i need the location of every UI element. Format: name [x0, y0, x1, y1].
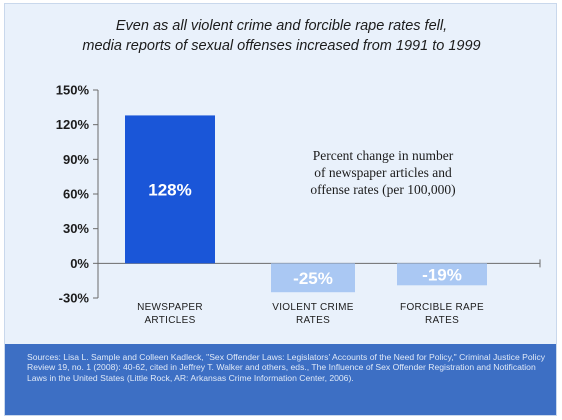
annotation-line: of newspaper articles and	[314, 165, 452, 180]
annotation-line: offense rates (per 100,000)	[310, 182, 455, 197]
bars: 128% -25% -19%	[125, 115, 487, 293]
x-category-label: FORCIBLE RAPE	[400, 302, 484, 313]
x-category-label: RATES	[425, 315, 459, 326]
y-tick-label: -30%	[59, 291, 90, 306]
x-category-label: ARTICLES	[144, 315, 195, 326]
bar-value-label: -25%	[293, 269, 333, 288]
x-axis-labels: NEWSPAPER ARTICLES VIOLENT CRIME RATES FORCI…	[137, 302, 484, 326]
infographic-panel: Even as all violent crime and forcible r…	[4, 3, 557, 416]
bar	[271, 263, 355, 293]
sources-note: Sources: Lisa L. Sample and Colleen Kadl…	[5, 344, 556, 415]
chart-title-line-2: media reports of sexual offenses increas…	[82, 38, 481, 54]
annotation-line: Percent change in number	[313, 148, 454, 163]
bar	[397, 263, 487, 286]
y-tick-label: 30%	[63, 221, 89, 236]
y-tick-label: 120%	[56, 117, 90, 132]
chart-title-line-1: Even as all violent crime and forcible r…	[115, 18, 448, 34]
bar-chart: 150% 120% 90% 60% 30% 0% -30% 128% -25% -19% NEW…	[56, 83, 541, 326]
y-tick-label: 150%	[56, 83, 90, 98]
y-tick-label: 60%	[63, 187, 89, 202]
x-category-label: VIOLENT CRIME	[272, 302, 354, 313]
y-tick-label: 0%	[70, 256, 89, 271]
bar-value-label: 128%	[148, 180, 191, 199]
y-tick-label: 90%	[63, 152, 89, 167]
bar	[125, 115, 215, 264]
x-category-label: NEWSPAPER	[137, 302, 203, 313]
bar-value-label: -19%	[422, 265, 462, 284]
chart-title: Even as all violent crime and forcible r…	[5, 16, 556, 56]
x-category-label: RATES	[296, 315, 330, 326]
chart-annotation: Percent change in number of newspaper art…	[310, 148, 455, 197]
